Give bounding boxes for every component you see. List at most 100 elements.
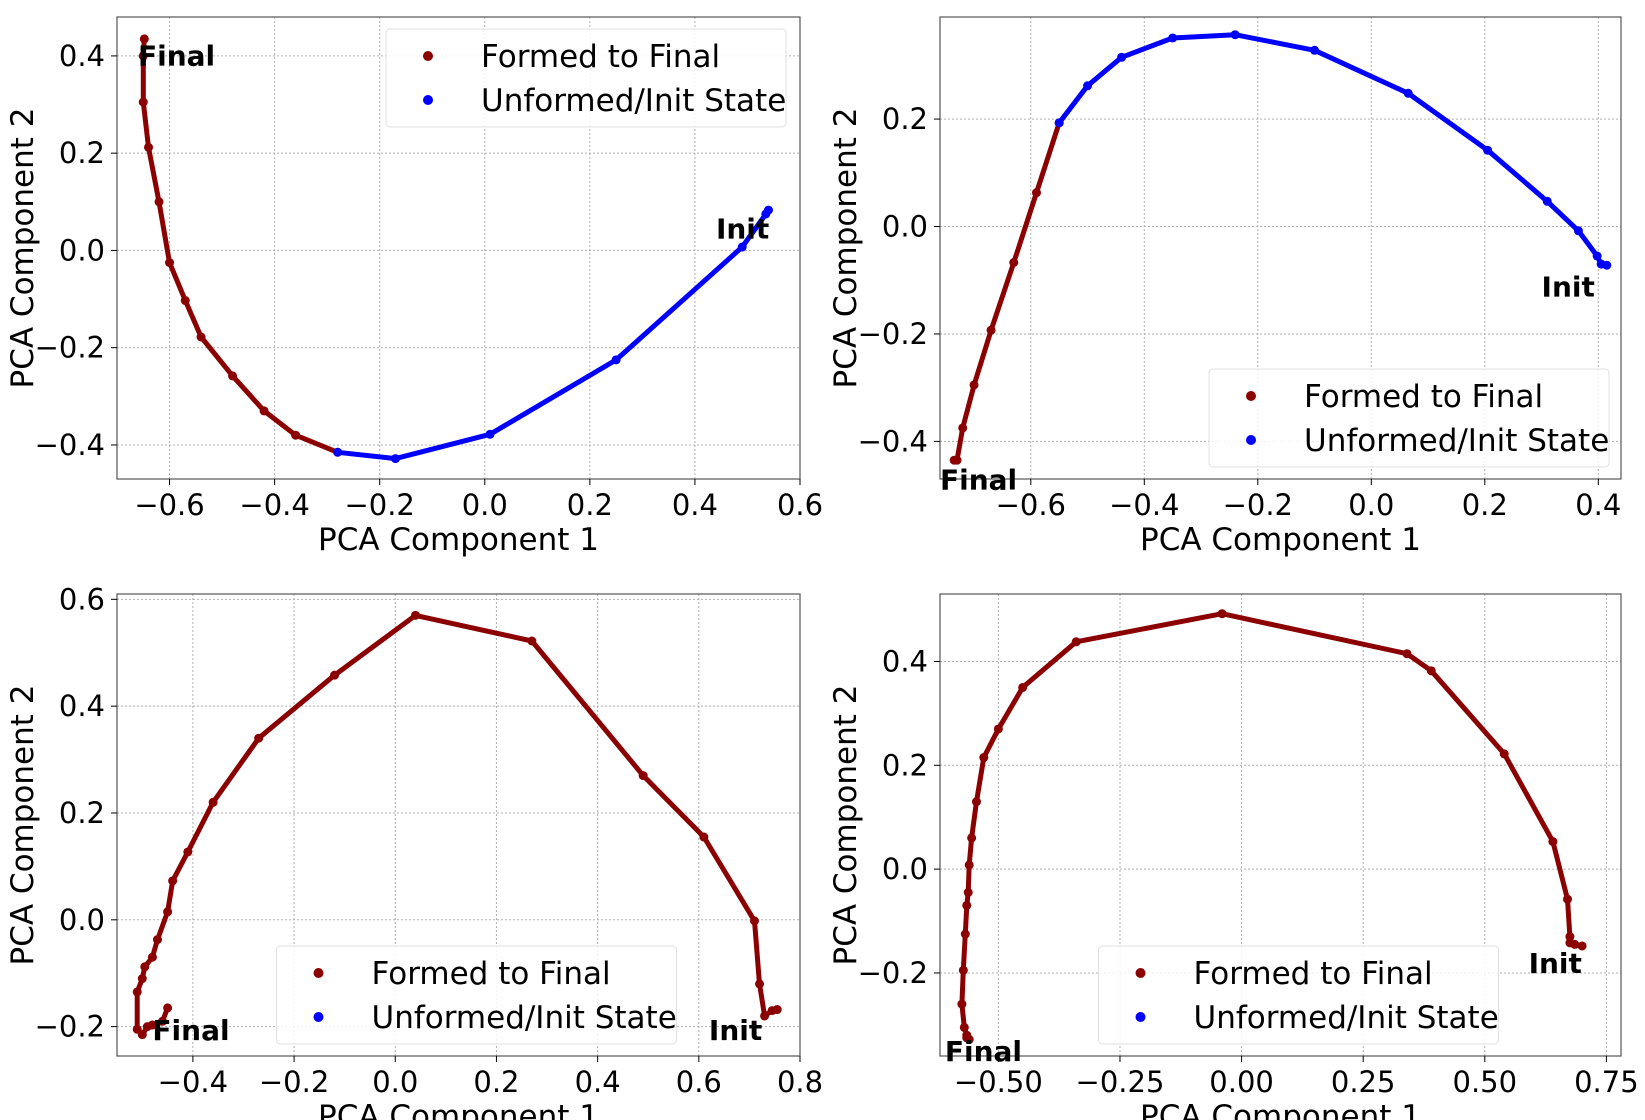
data-point-formed: [1562, 894, 1572, 904]
series-line-formed: [140, 36, 341, 455]
data-point-formed: [527, 636, 537, 646]
y-tick-label: 0.2: [59, 796, 105, 830]
data-point-formed: [1071, 637, 1081, 647]
y-tick-label: 0.4: [59, 689, 105, 723]
data-point-unformed: [333, 447, 343, 457]
data-point-formed: [163, 1003, 173, 1013]
legend-label-unformed: Unformed/Init State: [481, 83, 786, 119]
subplot-top-right: −0.6 −0.4 −0.2 0.0 0.2 0.4 −0.4 −0.2 0.0 0.2 PCA C…: [828, 16, 1622, 558]
subplot-top-left: −0.6 −0.4 −0.2 0.0 0.2 0.4 0.6 −0.4 −0.2 0.0 0.2 0.…: [5, 16, 823, 558]
data-point-unformed: [611, 355, 621, 365]
series-line-formed: [951, 120, 1062, 463]
x-tick-label: 0.0: [1348, 488, 1394, 522]
data-point-formed: [1499, 749, 1509, 759]
data-point-formed: [137, 974, 147, 984]
annotation-final: Final: [945, 1035, 1022, 1068]
legend-marker-unformed: [1246, 435, 1256, 445]
y-axis-label: PCA Component 2: [5, 685, 41, 966]
x-tick-label: 0.4: [575, 1065, 621, 1099]
data-point-formed: [969, 380, 979, 390]
annotation-init: Init: [1529, 947, 1582, 980]
annotation-init: Init: [709, 1014, 762, 1047]
data-point-formed: [1402, 649, 1412, 659]
y-tick-label: −0.4: [858, 424, 928, 458]
data-point-formed: [964, 860, 974, 870]
y-axis-label: PCA Component 2: [828, 108, 864, 389]
data-point-formed: [132, 987, 142, 997]
x-tick-label: 0.0: [462, 488, 508, 522]
data-point-formed: [137, 1030, 147, 1040]
x-tick-label: 0.4: [1575, 488, 1621, 522]
x-tick-label: −0.4: [1109, 488, 1179, 522]
y-tick-label: −0.2: [35, 331, 105, 365]
y-tick-label: 0.2: [882, 748, 928, 782]
data-point-formed: [259, 406, 269, 416]
subplot-bottom-left: −0.4 −0.2 0.0 0.2 0.4 0.6 0.8 −0.2 0.0 0.2 0.4 0.6 P…: [5, 582, 823, 1120]
x-tick-label: −0.2: [1223, 488, 1293, 522]
data-point-unformed: [390, 454, 400, 464]
legend-box: [1208, 368, 1610, 468]
data-point-unformed: [1054, 118, 1064, 128]
data-point-unformed: [1310, 45, 1320, 55]
x-tick-label: −0.4: [239, 488, 309, 522]
data-point-unformed: [1403, 88, 1413, 98]
data-point-unformed: [1573, 226, 1583, 236]
data-point-unformed: [1596, 259, 1606, 269]
data-point-formed: [949, 455, 959, 465]
data-point-formed: [1548, 837, 1558, 847]
y-tick-label: 0.2: [882, 102, 928, 136]
data-point-unformed: [1168, 33, 1178, 43]
y-tick-label: 0.0: [882, 210, 928, 244]
legend-label-formed: Formed to Final: [372, 956, 611, 992]
data-point-formed: [699, 832, 709, 842]
legend-marker-unformed: [423, 95, 433, 105]
y-tick-label: 0.6: [59, 582, 105, 616]
y-axis-label: PCA Component 2: [828, 685, 864, 966]
data-point-formed: [958, 965, 968, 975]
data-point-formed: [964, 1034, 974, 1044]
data-point-formed: [147, 952, 157, 962]
data-point-formed: [960, 929, 970, 939]
data-point-formed: [152, 935, 162, 945]
legend: Formed to Final Unformed/Init State: [1208, 368, 1610, 468]
legend: Formed to Final Unformed/Init State: [276, 945, 677, 1045]
data-point-unformed: [1542, 196, 1552, 206]
plot-frame: [116, 16, 801, 480]
data-point-formed: [1018, 682, 1028, 692]
x-tick-label: −0.2: [344, 488, 414, 522]
x-tick-label: 0.2: [1462, 488, 1508, 522]
series-line-unformed: [1056, 32, 1610, 268]
x-axis-label: PCA Component 1: [318, 522, 599, 558]
data-point-formed: [767, 1006, 777, 1016]
plot-frame: [116, 593, 801, 1057]
series-line-formed: [959, 611, 1585, 1042]
data-point-formed: [138, 97, 148, 107]
y-tick-label: 0.2: [59, 136, 105, 170]
x-tick-label: 0.2: [473, 1065, 519, 1099]
data-point-formed: [967, 833, 977, 843]
data-point-formed: [749, 916, 759, 926]
data-point-unformed: [485, 429, 495, 439]
x-tick-label: −0.2: [259, 1065, 329, 1099]
x-axis-label: PCA Component 1: [318, 1099, 599, 1120]
data-point-formed: [138, 51, 148, 61]
data-point-formed: [1217, 609, 1227, 619]
x-axis-label: PCA Component 1: [1140, 1099, 1421, 1120]
x-tick-label: −0.25: [1076, 1065, 1165, 1099]
data-point-formed: [139, 34, 149, 44]
data-point-formed: [971, 797, 981, 807]
x-tick-label: 0.6: [676, 1065, 722, 1099]
data-point-unformed: [1117, 52, 1127, 62]
data-point-formed: [158, 1016, 168, 1026]
legend-marker-formed: [1246, 391, 1256, 401]
data-point-formed: [410, 610, 420, 620]
series-line-unformed: [335, 207, 771, 462]
legend-label-unformed: Unformed/Init State: [1194, 1000, 1499, 1036]
data-point-unformed: [737, 242, 747, 252]
legend-label-formed: Formed to Final: [1304, 379, 1543, 415]
x-tick-label: 0.50: [1453, 1065, 1518, 1099]
data-point-formed: [638, 771, 648, 781]
data-point-unformed: [1230, 30, 1240, 40]
plot-frame: [939, 593, 1622, 1057]
